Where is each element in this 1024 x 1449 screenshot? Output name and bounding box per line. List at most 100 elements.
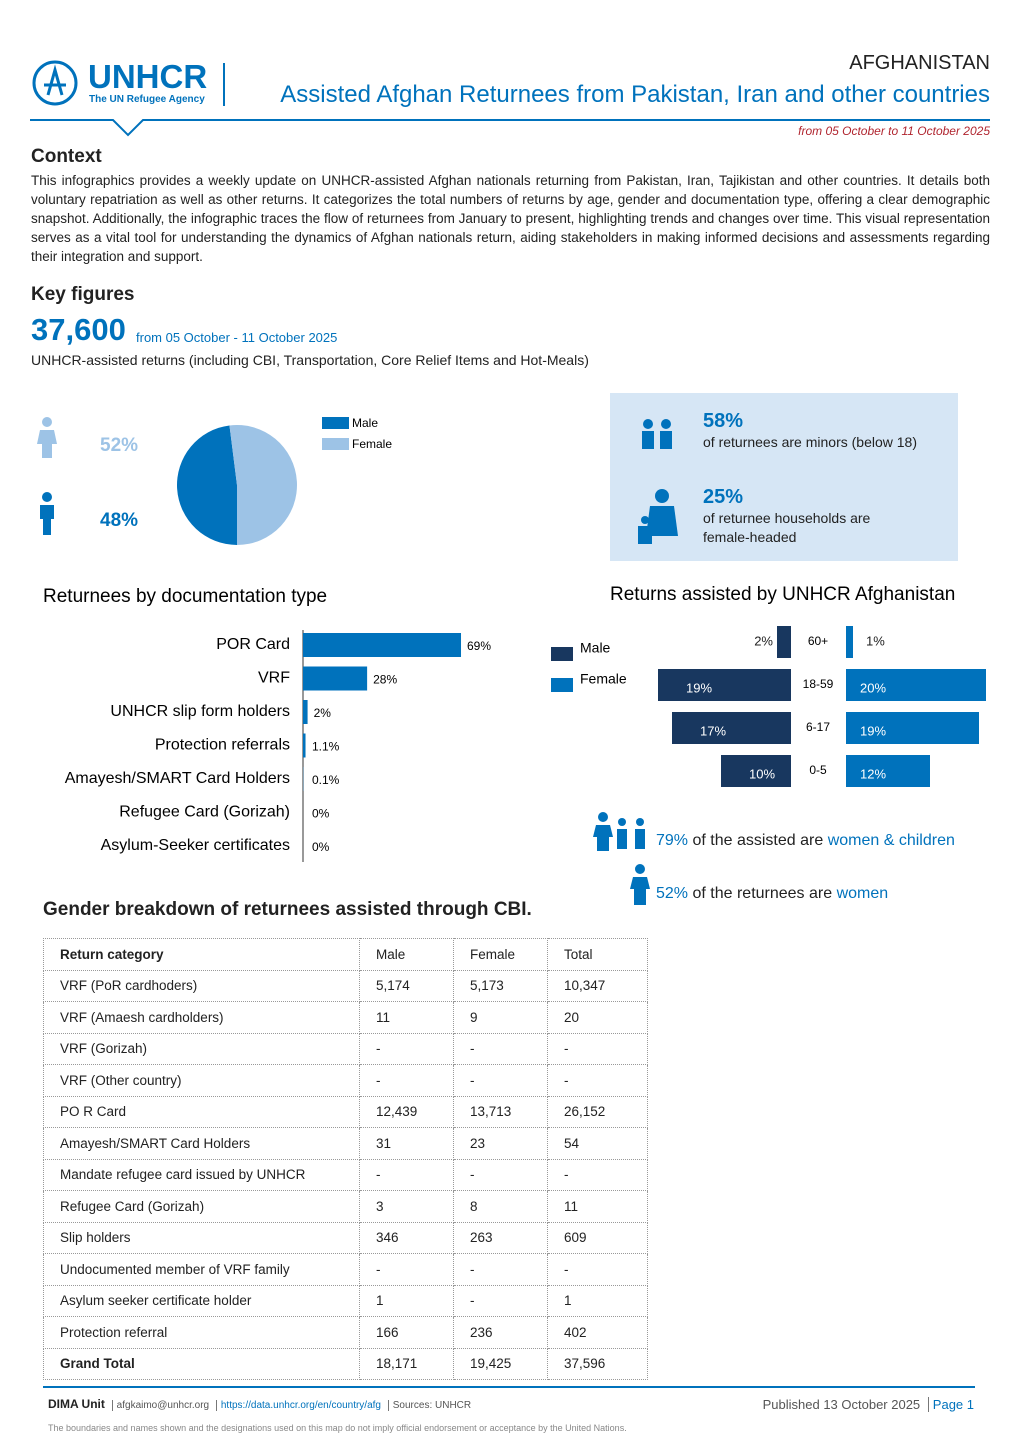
bar xyxy=(846,626,853,658)
table-cell: Total xyxy=(547,938,648,971)
bar xyxy=(658,669,791,701)
table-row: VRF (Other country) - - - xyxy=(43,1064,648,1097)
women-children-icon xyxy=(593,812,645,851)
table-row: Undocumented member of VRF family - - - xyxy=(43,1253,648,1286)
table-row: VRF (PoR cardhoders) 5,174 5,173 10,347 xyxy=(43,969,648,1002)
value-label: 0% xyxy=(312,807,330,821)
table-cell: Asylum seeker certificate holder xyxy=(43,1284,360,1317)
stat-emphasis: women xyxy=(836,885,889,902)
table-cell: 5,174 xyxy=(359,969,454,1002)
table-cell: - xyxy=(547,1064,648,1097)
stat-value: 79% xyxy=(656,832,689,849)
table-cell: 166 xyxy=(359,1316,454,1349)
legend-swatch xyxy=(551,678,573,692)
table-cell: Refugee Card (Gorizah) xyxy=(43,1190,360,1223)
context-heading: Context xyxy=(31,146,102,167)
table-row: VRF (Amaesh cardholders) 11 9 20 xyxy=(43,1001,648,1034)
highlight-value: 58% xyxy=(703,410,744,432)
table-cell: - xyxy=(359,1158,454,1191)
table-cell: Female xyxy=(453,938,548,971)
table-cell: 18,171 xyxy=(359,1347,454,1380)
legend-label: Male xyxy=(352,416,378,430)
value-label: 1.1% xyxy=(312,740,340,754)
table-cell: - xyxy=(453,1032,548,1065)
table-cell: 23 xyxy=(453,1127,548,1160)
table-cell: 3 xyxy=(359,1190,454,1223)
key-figures-heading: Key figures xyxy=(31,284,135,305)
table-cell: VRF (Gorizah) xyxy=(43,1032,360,1065)
table-cell: Mandate refugee card issued by UNHCR xyxy=(43,1158,360,1191)
bar xyxy=(303,633,462,657)
table-cell: Slip holders xyxy=(43,1221,360,1254)
value-label: 69% xyxy=(467,639,491,653)
table-cell: Return category xyxy=(43,938,360,971)
table-cell: - xyxy=(453,1253,548,1286)
table-cell: - xyxy=(453,1158,548,1191)
footer-left: DIMA Unit afgkaimo@unhcr.org https://dat… xyxy=(48,1397,472,1411)
table-cell: - xyxy=(547,1158,648,1191)
footer-published: Published 13 October 2025 xyxy=(762,1397,921,1412)
category-label: Refugee Card (Gorizah) xyxy=(119,804,290,821)
legend-swatch xyxy=(322,417,349,429)
bar xyxy=(777,626,791,658)
logo-emblem xyxy=(32,60,78,106)
category-label: 18-59 xyxy=(803,677,834,691)
value-label: 12% xyxy=(860,766,886,781)
footer-source: Sources: UNHCR xyxy=(387,1400,472,1411)
table-cell: - xyxy=(453,1284,548,1317)
table-cell: 609 xyxy=(547,1221,648,1254)
table-cell: 20 xyxy=(547,1001,648,1034)
pie-value-label: 52% xyxy=(100,435,138,456)
women-icon xyxy=(630,864,650,905)
stat-text: of the assisted are xyxy=(692,832,824,849)
table-cell: 11 xyxy=(359,1001,454,1034)
footer-page: Page 1 xyxy=(927,1397,974,1412)
value-label: 20% xyxy=(860,680,886,695)
bar xyxy=(303,666,368,691)
table-cell: 13,713 xyxy=(453,1095,548,1128)
table-cell: 9 xyxy=(453,1001,548,1034)
header-rule xyxy=(30,119,990,137)
legend-label: Female xyxy=(580,671,627,687)
stat-emphasis: women & children xyxy=(827,832,955,849)
table-cell: - xyxy=(547,1253,648,1286)
legend-swatch xyxy=(322,438,349,450)
value-label: 19% xyxy=(686,680,712,695)
table-cell: 1 xyxy=(547,1284,648,1317)
table-cell: 236 xyxy=(453,1316,548,1349)
category-label: Amayesh/SMART Card Holders xyxy=(65,770,290,787)
country: AFGHANISTAN xyxy=(849,52,990,74)
table-cell: Amayesh/SMART Card Holders xyxy=(43,1127,360,1160)
table-cell: VRF (Amaesh cardholders) xyxy=(43,1001,360,1034)
footer-email: afgkaimo@unhcr.org xyxy=(111,1400,210,1411)
stat-value: 52% xyxy=(656,885,689,902)
table-cell: 346 xyxy=(359,1221,454,1254)
highlight-text: of returnees are minors (below 18) xyxy=(703,434,917,450)
minors-icon xyxy=(642,419,672,449)
footer-right: Published 13 October 2025 Page 1 xyxy=(763,1397,974,1412)
table-cell: 1 xyxy=(359,1284,454,1317)
bar xyxy=(303,733,306,758)
category-label: UNHCR slip form holders xyxy=(110,703,290,720)
table-cell: 37,596 xyxy=(547,1347,648,1380)
table-cell: Grand Total xyxy=(43,1347,360,1380)
value-label: 0% xyxy=(312,840,330,854)
table-cell: - xyxy=(359,1064,454,1097)
table-row: VRF (Gorizah) - - - xyxy=(43,1032,648,1065)
value-label: 19% xyxy=(860,723,886,738)
bar xyxy=(721,755,791,787)
table-row: Mandate refugee card issued by UNHCR - - - xyxy=(43,1158,648,1191)
chart-title: Returnees by documentation type xyxy=(43,586,327,607)
table-cell: 10,347 xyxy=(547,969,648,1002)
category-label: 60+ xyxy=(808,634,828,648)
footer-link[interactable]: https://data.unhcr.org/en/country/afg xyxy=(215,1400,381,1411)
bar xyxy=(846,755,930,787)
value-label: 2% xyxy=(314,706,332,720)
legend-label: Male xyxy=(580,640,611,656)
highlight-value: 25% xyxy=(703,486,744,508)
male-icon xyxy=(40,492,54,535)
table-row: Return category Male Female Total xyxy=(43,938,648,971)
table-cell: VRF (PoR cardhoders) xyxy=(43,969,360,1002)
